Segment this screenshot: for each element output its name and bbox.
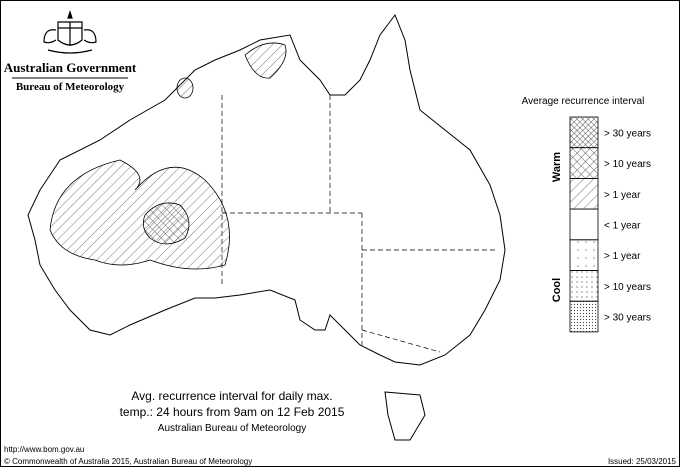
legend-group-label: Cool — [551, 278, 563, 302]
legend-title: Average recurrence interval — [522, 96, 645, 107]
legend-group-label: Warm — [551, 152, 563, 182]
legend-swatch — [569, 270, 599, 302]
footer-issued: Issued: 25/03/2015 — [608, 457, 677, 466]
government-title: Australian Government — [4, 60, 137, 75]
legend-label: > 1 year — [604, 190, 641, 201]
legend-label: < 1 year — [604, 220, 641, 231]
legend-swatch — [569, 300, 599, 333]
caption-line: Australian Bureau of Meteorology — [158, 423, 306, 434]
caption-line: Avg. recurrence interval for daily max. — [131, 389, 332, 403]
legend-label: > 10 years — [604, 159, 651, 170]
emblem — [43, 10, 97, 54]
footer-copyright: © Commonwealth of Australia 2015, Austra… — [4, 457, 252, 466]
legend-swatch — [569, 177, 599, 210]
legend-swatch — [569, 147, 599, 179]
agency-title: Bureau of Meteorology — [16, 81, 125, 93]
australia-map — [27, 13, 506, 441]
footer-url: http://www.bom.gov.au — [4, 445, 84, 454]
legend-label: > 30 years — [604, 128, 651, 139]
legend-label: > 10 years — [604, 282, 651, 293]
legend-swatch — [569, 239, 599, 271]
caption-line: temp.: 24 hours from 9am on 12 Feb 2015 — [120, 405, 345, 419]
legend-label: > 1 year — [604, 251, 641, 262]
legend-label: > 30 years — [604, 313, 651, 324]
legend-swatch — [569, 116, 599, 149]
legend-swatch — [569, 208, 599, 241]
legend: > 30 years > 10 years > 1 year < 1 year > 1 … — [569, 116, 651, 333]
